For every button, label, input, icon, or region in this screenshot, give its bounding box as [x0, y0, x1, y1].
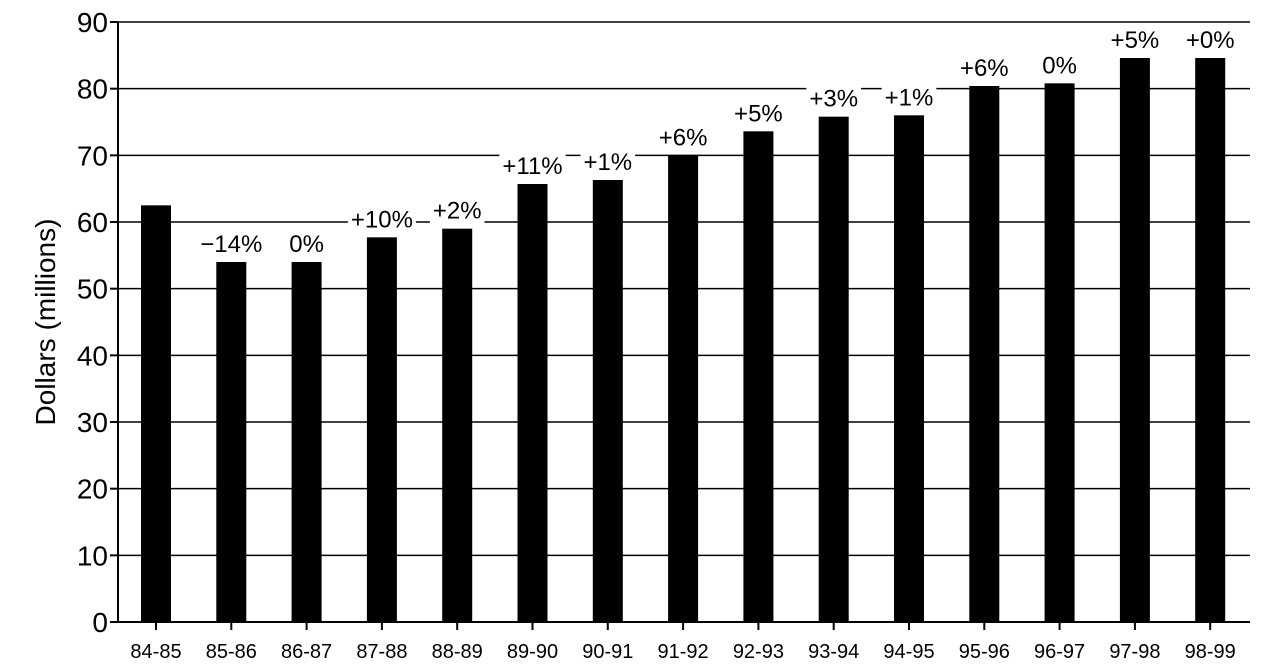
x-tick-label-89-90: 89-90 — [507, 641, 558, 663]
data-label-background — [956, 54, 1012, 83]
bar-91-92 — [668, 155, 699, 623]
y-tick-label: 0 — [92, 607, 108, 638]
bar-93-94 — [818, 116, 849, 623]
bar-86-87 — [291, 262, 322, 622]
axes-frame — [117, 22, 1250, 623]
y-tick-label: 60 — [77, 207, 108, 238]
data-label-background — [1107, 26, 1163, 55]
data-label-86-87: 0% — [289, 231, 324, 258]
bar-89-90 — [517, 184, 548, 622]
data-label-90-91: +1% — [583, 149, 632, 176]
bar-90-91 — [592, 180, 623, 622]
bar-96-97 — [1044, 83, 1075, 623]
data-label-96-97: 0% — [1042, 52, 1077, 79]
y-axis-title: Dollars (millions) — [30, 219, 61, 426]
bar-95-96 — [969, 86, 1000, 622]
data-label-92-93: +5% — [734, 100, 783, 127]
data-label-94-95: +1% — [885, 84, 934, 111]
data-label-89-90: +11% — [502, 153, 562, 180]
data-label-background — [731, 99, 786, 129]
y-tick-label: 20 — [77, 474, 108, 505]
y-tick-label: 80 — [77, 74, 108, 105]
bar-88-89 — [442, 228, 473, 622]
x-tick-label-96-97: 96-97 — [1034, 641, 1085, 663]
y-tick-label: 10 — [77, 540, 108, 571]
x-tick-label-85-86: 85-86 — [206, 641, 257, 663]
y-tick-label: 70 — [77, 140, 108, 171]
data-label-background — [806, 84, 862, 114]
x-tick-label-88-89: 88-89 — [432, 641, 483, 663]
x-tick-label-86-87: 86-87 — [281, 641, 332, 663]
x-tick-label-94-95: 94-95 — [883, 641, 934, 663]
data-label-background — [197, 230, 266, 259]
data-label-background — [1039, 51, 1080, 81]
data-label-background — [655, 123, 711, 153]
data-label-background — [429, 196, 485, 226]
y-tick-label: 40 — [77, 340, 108, 371]
bar-85-86 — [216, 262, 247, 622]
x-tick-label-98-99: 98-99 — [1185, 641, 1236, 663]
data-label-background — [881, 83, 937, 113]
y-tick-label: 30 — [77, 407, 108, 438]
bar-98-99 — [1195, 58, 1226, 622]
x-tick-label-90-91: 90-91 — [582, 641, 633, 663]
x-tick-label-84-85: 84-85 — [130, 641, 181, 663]
data-label-93-94: +3% — [809, 86, 858, 113]
x-tick-label-97-98: 97-98 — [1109, 641, 1160, 663]
x-tick-label-92-93: 92-93 — [733, 641, 784, 663]
data-label-background — [286, 230, 327, 259]
data-label-97-98: +5% — [1111, 27, 1160, 54]
data-label-background — [499, 152, 566, 181]
data-label-95-96: +6% — [960, 55, 1009, 82]
x-tick-label-87-88: 87-88 — [356, 641, 407, 663]
bar-94-95 — [894, 115, 924, 622]
x-tick-label-93-94: 93-94 — [808, 641, 859, 663]
bar-87-88 — [366, 237, 397, 623]
data-label-87-88: +10% — [351, 206, 413, 233]
data-label-88-89: +2% — [433, 198, 482, 225]
data-label-background — [347, 205, 416, 235]
bars-layer — [141, 58, 1226, 623]
x-tick-label-91-92: 91-92 — [658, 641, 709, 663]
bar-84-85 — [141, 205, 171, 623]
data-label-85-86: −14% — [200, 231, 262, 258]
bar-97-98 — [1119, 58, 1150, 622]
data-label-91-92: +6% — [659, 124, 708, 151]
data-label-background — [580, 148, 636, 177]
bar-92-93 — [743, 131, 774, 623]
data-labels-layer: −14% 0% +10% +2% +11% +1% +6% +5% +3% +1% +6% 0% +5%… — [197, 26, 1238, 259]
data-label-98-99: +0% — [1186, 27, 1235, 54]
axes-layer: 0 10 20 30 40 50 60 70 80 90 84-85 85-86 86-87 87-88 8… — [77, 7, 1250, 663]
x-tick-label-95-96: 95-96 — [959, 641, 1010, 663]
y-tick-label: 50 — [77, 274, 108, 305]
y-tick-label: 90 — [77, 7, 108, 38]
data-label-background — [1182, 26, 1238, 55]
